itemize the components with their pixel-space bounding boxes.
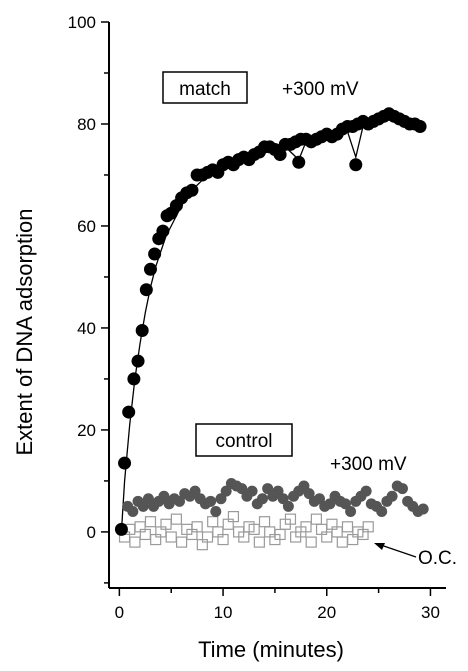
control-point: [417, 503, 429, 515]
oc-point: [207, 516, 219, 528]
x-tick-label: 0: [115, 603, 124, 622]
match-point: [413, 120, 427, 134]
match-label: match: [179, 79, 231, 100]
annotations: match +300 mV control +300 mV O.C.: [162, 71, 457, 569]
oc-point: [175, 536, 188, 548]
match-point: [122, 405, 136, 419]
oc-arrow-head: [374, 543, 385, 550]
x-tick-label: 10: [214, 603, 233, 622]
match-point: [349, 158, 363, 172]
oc-point: [253, 536, 265, 548]
match-point: [292, 155, 306, 169]
control-point: [386, 490, 398, 502]
oc-point: [284, 513, 297, 525]
oc-point: [170, 513, 182, 525]
match-point: [135, 323, 149, 337]
control-point: [345, 506, 357, 518]
match-point: [185, 183, 199, 197]
y-tick-label: 40: [77, 319, 96, 338]
control-point: [246, 485, 258, 497]
match-point: [156, 224, 170, 238]
control-point: [360, 485, 372, 497]
oc-arrow-line: [377, 543, 417, 558]
oc-point: [258, 516, 271, 528]
oc-label: O.C.: [418, 548, 457, 569]
match-point: [118, 456, 132, 470]
control-label: control: [215, 431, 272, 452]
match-label-box: [162, 71, 248, 104]
oc-point: [129, 536, 141, 548]
control-point: [376, 506, 388, 518]
control-point: [210, 506, 222, 518]
control-point: [282, 500, 294, 512]
y-tick-label: 60: [77, 217, 96, 236]
oc-point: [217, 533, 229, 546]
match-point: [273, 148, 287, 162]
match-point: [127, 372, 141, 386]
axes: 0 20 40 60 80 100 0 10 20 30: [68, 13, 446, 622]
match-point: [139, 283, 153, 297]
y-tick-label: 0: [87, 523, 96, 542]
y-axis-title: Extent of DNA adsorption: [12, 208, 37, 455]
control-point: [396, 483, 408, 495]
control-label-box: [195, 423, 293, 457]
y-tick-label: 100: [68, 13, 96, 32]
control-point: [127, 506, 139, 518]
match-point: [131, 354, 145, 368]
control-potential-label: +300 mV: [330, 454, 407, 475]
oc-point: [336, 536, 348, 548]
x-axis-title: Time (minutes): [198, 637, 344, 662]
oc-point: [300, 521, 312, 533]
match-point: [143, 262, 157, 276]
oc-point: [191, 521, 203, 533]
match-point: [114, 522, 128, 536]
oc-point: [144, 516, 157, 528]
x-tick-label: 20: [317, 603, 336, 622]
oc-point: [165, 531, 177, 543]
oc-point: [227, 511, 240, 523]
control-point: [256, 493, 268, 505]
match-potential-label: +300 mV: [282, 79, 359, 100]
match-point: [148, 247, 162, 261]
y-tick-label: 20: [77, 421, 96, 440]
data-marks: [114, 107, 429, 551]
oc-point: [341, 521, 354, 533]
x-tick-label: 30: [421, 603, 440, 622]
y-tick-label: 80: [77, 115, 96, 134]
oc-point: [310, 513, 322, 525]
oc-point: [248, 523, 260, 535]
oc-point: [362, 521, 374, 533]
oc-point: [305, 536, 317, 548]
control-point: [205, 495, 217, 507]
